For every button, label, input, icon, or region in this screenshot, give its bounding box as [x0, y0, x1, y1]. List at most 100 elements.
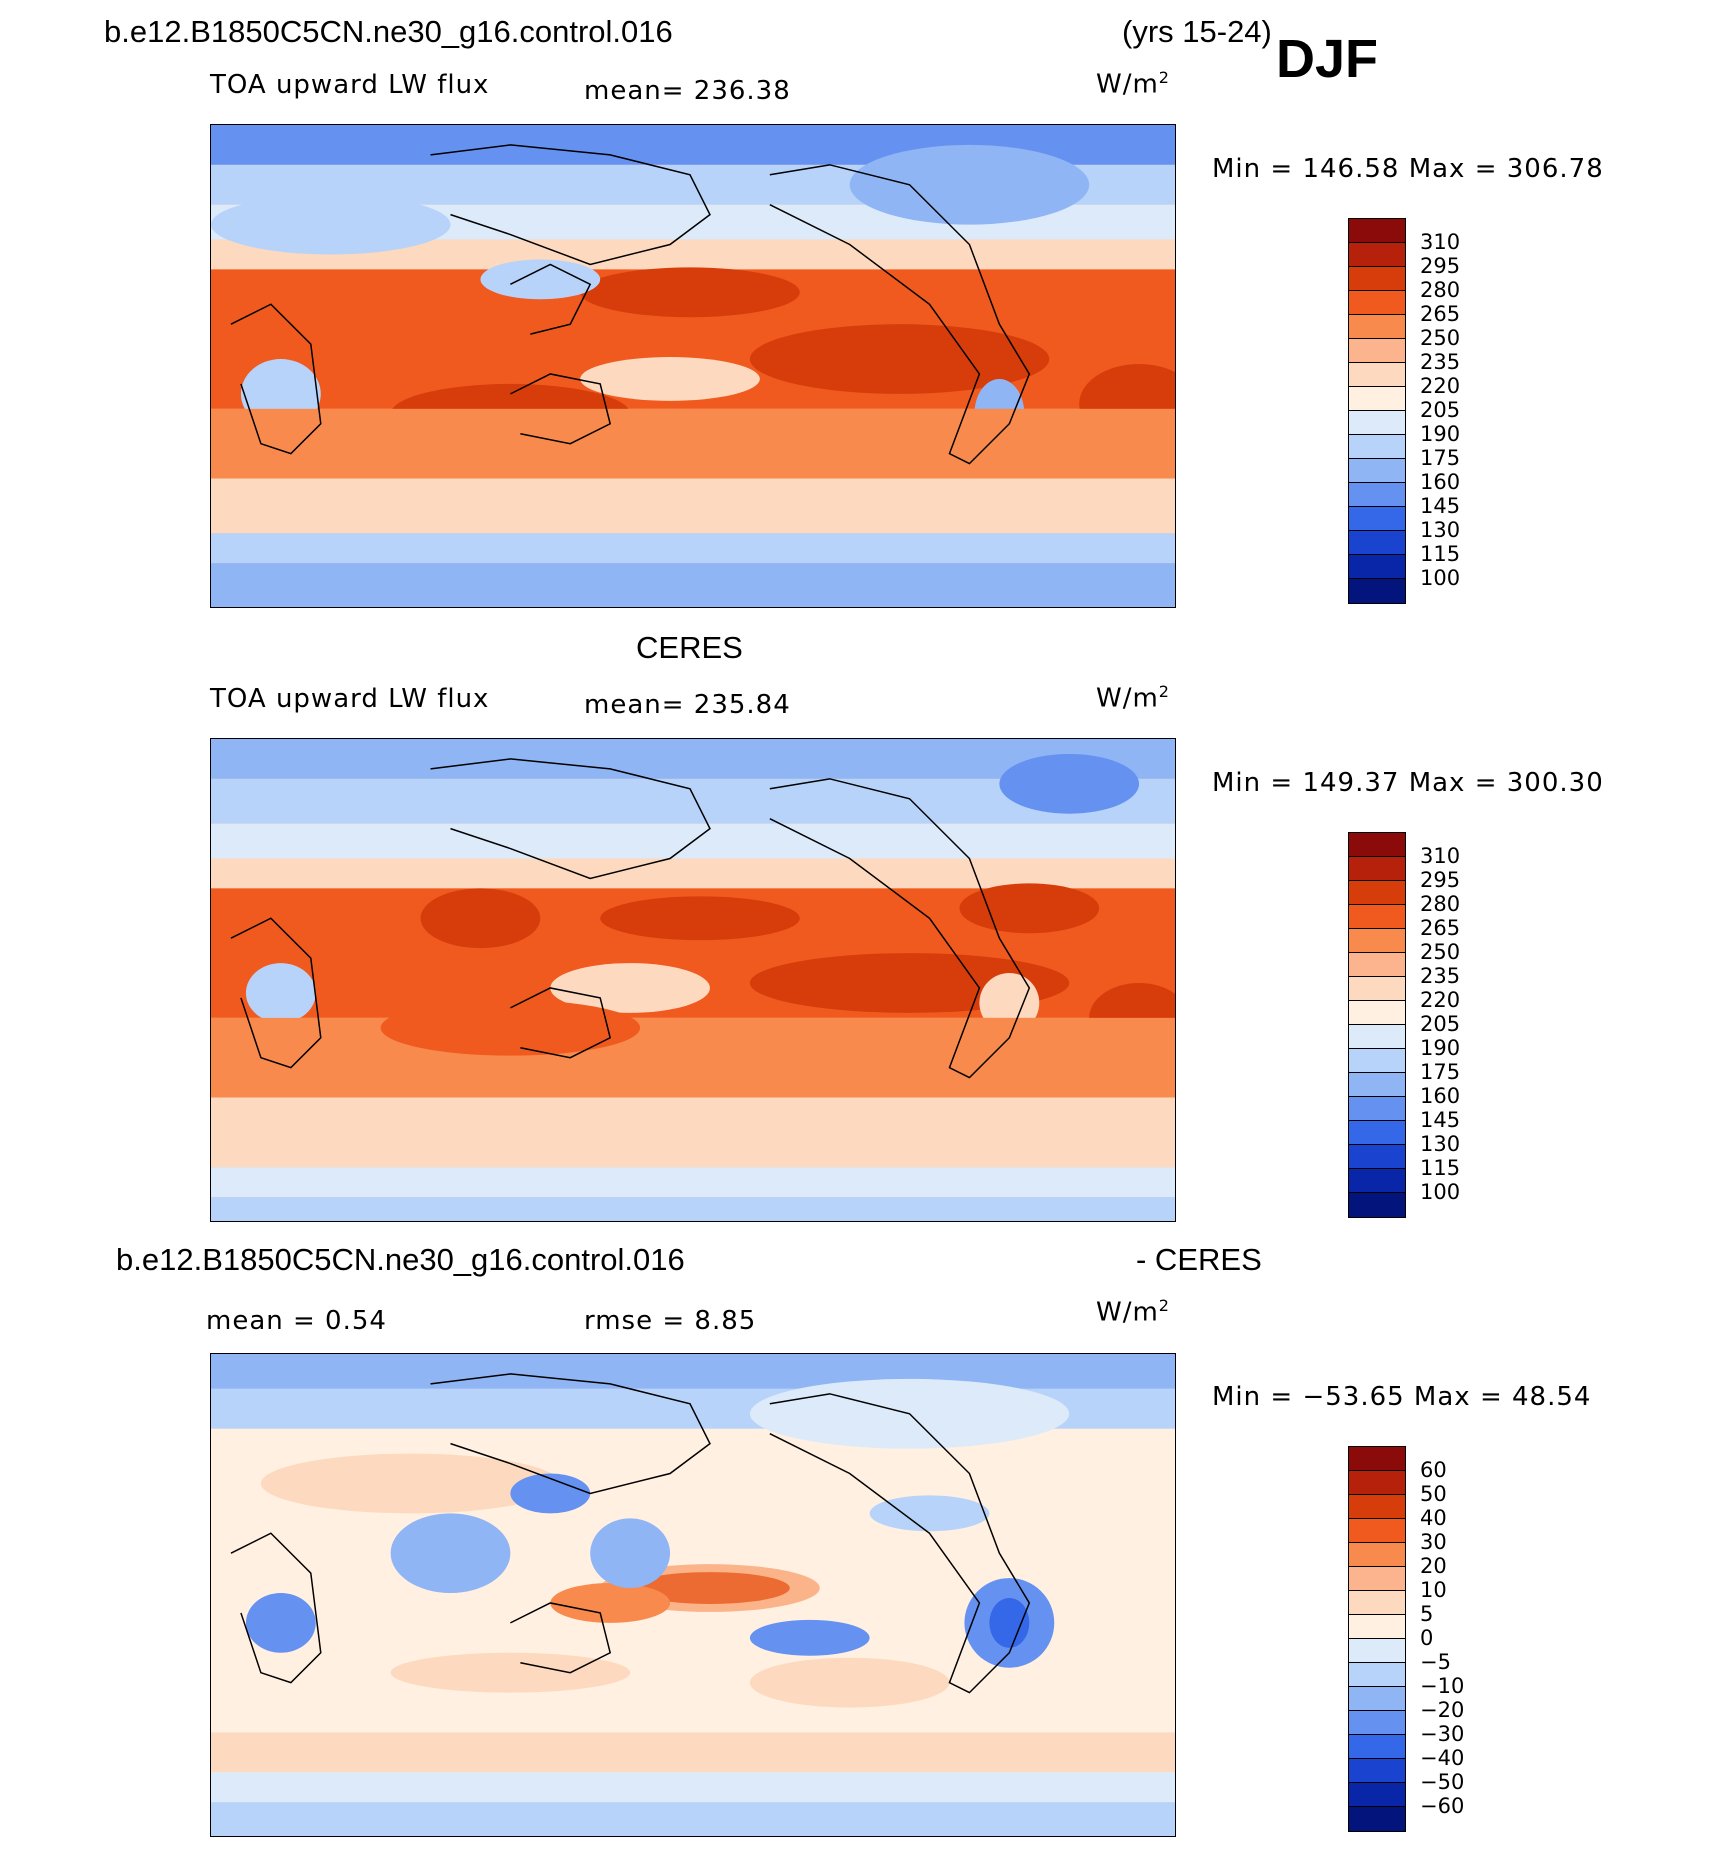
colorbar-swatch [1349, 435, 1405, 459]
colorbar-swatch [1349, 1471, 1405, 1495]
colorbar-swatch [1349, 1615, 1405, 1639]
colorbar-swatch [1349, 1169, 1405, 1193]
colorbar-swatch [1349, 1495, 1405, 1519]
colorbar-swatch [1349, 1807, 1405, 1831]
colorbar-tick-label: 265 [1420, 916, 1461, 940]
colorbar-tick-label: 280 [1420, 278, 1461, 302]
colorbar-tick-label: −20 [1420, 1698, 1465, 1722]
colorbar-swatch [1349, 1025, 1405, 1049]
colorbar-swatch [1349, 243, 1405, 267]
colorbar-swatch [1349, 881, 1405, 905]
colorbar-tick-label: 250 [1420, 940, 1461, 964]
colorbar-tick-label: 115 [1420, 542, 1461, 566]
years-label: (yrs 15-24) [1122, 14, 1272, 49]
colorbar-tick-label: 175 [1420, 446, 1461, 470]
panel-3-title-right: - CERES [1136, 1242, 1262, 1277]
colorbar-swatch [1349, 1073, 1405, 1097]
colorbar-tick-label: −50 [1420, 1770, 1465, 1794]
colorbar-tick-label: 0 [1420, 1626, 1434, 1650]
colorbar-swatch [1349, 1783, 1405, 1807]
colorbar-tick-label: 250 [1420, 326, 1461, 350]
panel-2-units: W/m2 [1096, 682, 1170, 714]
colorbar-swatch [1349, 857, 1405, 881]
colorbar-swatch [1349, 267, 1405, 291]
colorbar-tick-label: 100 [1420, 566, 1461, 590]
colorbar-tick-label: 30 [1420, 1530, 1447, 1554]
colorbar-tick-label: 235 [1420, 964, 1461, 988]
colorbar-swatch [1349, 929, 1405, 953]
colorbar-tick-label: 145 [1420, 1108, 1461, 1132]
colorbar-tick-label: 220 [1420, 988, 1461, 1012]
colorbar-tick-label: 175 [1420, 1060, 1461, 1084]
colorbar-tick-label: 190 [1420, 422, 1461, 446]
colorbar-tick-label: −5 [1420, 1650, 1451, 1674]
colorbar-tick-label: −30 [1420, 1722, 1465, 1746]
colorbar-tick-label: 115 [1420, 1156, 1461, 1180]
panel-3-title-left: b.e12.B1850C5CN.ne30_g16.control.016 [116, 1242, 685, 1277]
panel-3-minmax: Min = −53.65 Max = 48.54 [1212, 1382, 1592, 1412]
panel-1-units: W/m2 [1096, 68, 1170, 100]
colorbar-swatch [1349, 1759, 1405, 1783]
colorbar-tick-label: 310 [1420, 230, 1461, 254]
colorbar-swatch [1349, 1567, 1405, 1591]
colorbar-swatch [1349, 953, 1405, 977]
colorbar-tick-label: 60 [1420, 1458, 1447, 1482]
case-title: b.e12.B1850C5CN.ne30_g16.control.016 [104, 14, 673, 49]
colorbar-tick-label: 220 [1420, 374, 1461, 398]
colorbar-swatch [1349, 1591, 1405, 1615]
colorbar-tick-label: 265 [1420, 302, 1461, 326]
panel-2-contour-field [211, 739, 1175, 1221]
colorbar-swatch [1349, 1097, 1405, 1121]
colorbar-swatch [1349, 531, 1405, 555]
colorbar-tick-label: 130 [1420, 518, 1461, 542]
colorbar-tick-label: 295 [1420, 254, 1461, 278]
season-label: DJF [1276, 29, 1379, 89]
colorbar-tick-label: 100 [1420, 1180, 1461, 1204]
colorbar-tick-label: 310 [1420, 844, 1461, 868]
panel-1-variable: TOA upward LW flux [210, 70, 490, 100]
colorbar-tick-label: 145 [1420, 494, 1461, 518]
colorbar-swatch [1349, 1663, 1405, 1687]
colorbar-swatch [1349, 1121, 1405, 1145]
panel-3-units: W/m2 [1096, 1296, 1170, 1328]
colorbar-tick-label: 205 [1420, 398, 1461, 422]
colorbar-swatch [1349, 579, 1405, 603]
colorbar-swatch [1349, 315, 1405, 339]
colorbar-tick-label: 295 [1420, 868, 1461, 892]
panel-1-mean: mean= 236.38 [584, 76, 791, 106]
panel-3-map [210, 1353, 1176, 1837]
panel-1-contour-field [211, 125, 1175, 607]
panel-1-minmax: Min = 146.58 Max = 306.78 [1212, 154, 1604, 184]
colorbar-tick-label: 5 [1420, 1602, 1434, 1626]
colorbar-tick-label: 205 [1420, 1012, 1461, 1036]
panel-2-title: CERES [636, 630, 743, 665]
colorbar-swatch [1349, 1049, 1405, 1073]
colorbar-tick-label: 10 [1420, 1578, 1447, 1602]
panel-1-colorbar [1348, 218, 1406, 604]
colorbar-swatch [1349, 1001, 1405, 1025]
panel-3-mean: mean = 0.54 [206, 1306, 387, 1336]
colorbar-swatch [1349, 1543, 1405, 1567]
colorbar-tick-label: 160 [1420, 1084, 1461, 1108]
colorbar-tick-label: 20 [1420, 1554, 1447, 1578]
colorbar-swatch [1349, 905, 1405, 929]
panel-2-minmax: Min = 149.37 Max = 300.30 [1212, 768, 1604, 798]
colorbar-swatch [1349, 507, 1405, 531]
colorbar-swatch [1349, 1735, 1405, 1759]
colorbar-tick-label: −10 [1420, 1674, 1465, 1698]
colorbar-swatch [1349, 483, 1405, 507]
colorbar-swatch [1349, 339, 1405, 363]
colorbar-tick-label: 160 [1420, 470, 1461, 494]
colorbar-swatch [1349, 387, 1405, 411]
colorbar-tick-label: −40 [1420, 1746, 1465, 1770]
colorbar-tick-label: 280 [1420, 892, 1461, 916]
colorbar-swatch [1349, 1145, 1405, 1169]
colorbar-swatch [1349, 1193, 1405, 1217]
panel-3-rmse: rmse = 8.85 [584, 1306, 757, 1336]
colorbar-swatch [1349, 219, 1405, 243]
colorbar-swatch [1349, 1711, 1405, 1735]
panel-2-variable: TOA upward LW flux [210, 684, 490, 714]
colorbar-swatch [1349, 1687, 1405, 1711]
panel-2-colorbar [1348, 832, 1406, 1218]
panel-2-mean: mean= 235.84 [584, 690, 791, 720]
